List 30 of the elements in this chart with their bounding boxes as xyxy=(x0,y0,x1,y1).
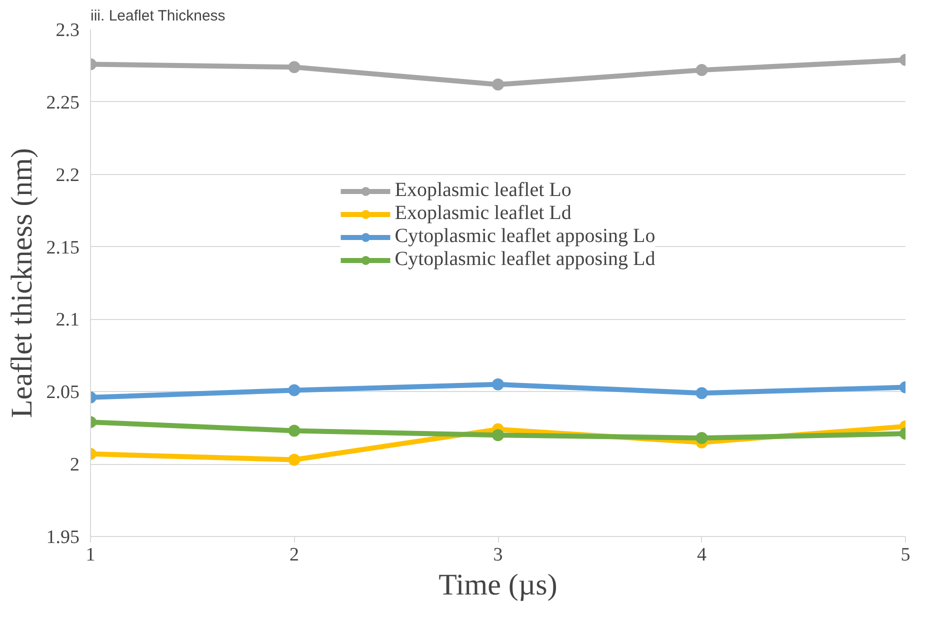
x-axis-title: Time (µs) xyxy=(438,568,558,602)
point xyxy=(288,454,300,466)
point xyxy=(492,429,504,442)
x-tick-label: 4 xyxy=(697,544,707,566)
y-tick-label: 2.2 xyxy=(56,164,80,186)
y-tick-label: 2.15 xyxy=(46,237,80,258)
x-tick-label: 3 xyxy=(493,544,503,566)
point xyxy=(288,61,300,74)
point xyxy=(696,387,708,400)
y-tick-label: 2.1 xyxy=(56,310,80,331)
point xyxy=(492,78,504,91)
point xyxy=(288,384,300,396)
x-tick-label: 5 xyxy=(900,544,910,566)
y-axis-title: Leaflet thickness (nm) xyxy=(5,148,38,418)
point xyxy=(492,378,504,390)
y-tick-label: 2.05 xyxy=(46,382,80,404)
y-tick-label: 2.3 xyxy=(56,20,80,41)
legend-label: Cytoplasmic leaflet apposing Lo xyxy=(394,225,656,248)
point xyxy=(696,432,708,444)
point xyxy=(288,424,300,437)
x-tick-label: 1 xyxy=(86,544,96,566)
legend-label: Exoplasmic leaflet Lo xyxy=(394,179,572,202)
y-tick-label: 2.25 xyxy=(46,92,80,114)
chart-title: iii. Leaflet Thickness xyxy=(90,8,226,24)
point xyxy=(696,64,708,76)
y-tick-label: 1.95 xyxy=(46,527,80,548)
legend-label: Cytoplasmic leaflet apposing Ld xyxy=(394,248,656,271)
legend-label: Exoplasmic leaflet Ld xyxy=(394,202,572,225)
x-tick-label: 2 xyxy=(290,544,299,566)
y-tick-label: 2 xyxy=(70,454,80,476)
